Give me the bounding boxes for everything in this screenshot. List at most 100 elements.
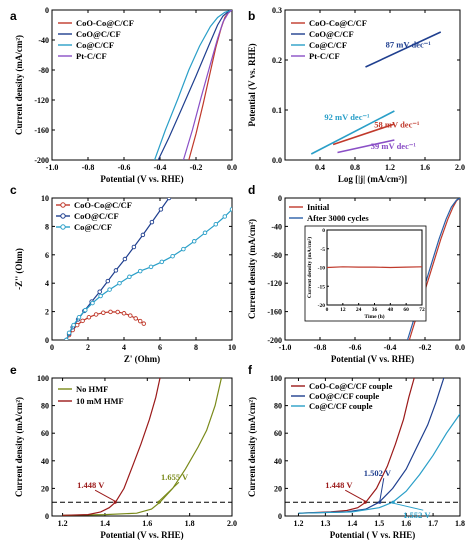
inset-y-tick-label: -20 — [318, 303, 326, 309]
panel-a: a -1.0 -0.8 -0.6 -0.4 -0.2 0.0 -200 -160 -120 -80 -… — [10, 6, 237, 184]
legend-entry: Co@C/CF couple — [309, 401, 373, 411]
legend-entry: Co@C/CF — [309, 40, 347, 50]
y-tick-label: 40 — [274, 457, 282, 466]
tafel-slope-label: 58 mV dec⁻¹ — [374, 120, 420, 130]
inset-series-line — [326, 266, 423, 269]
panel-f: f 1.2 1.3 1.4 1.5 1.6 1.7 1.8 0 20 40 60 80 100 Potent… — [247, 363, 465, 540]
y-tick-label: -80 — [271, 251, 282, 260]
series-line-0 — [188, 10, 232, 160]
annotation-point — [391, 500, 395, 504]
annotation-arrow — [94, 489, 116, 502]
onset-potential-label: 1.655 V — [161, 472, 189, 482]
legend-entry: Pt-C/CF — [76, 51, 107, 61]
y-tick-label: -200 — [267, 336, 282, 345]
plot-frame — [51, 197, 233, 341]
inset-x-label: Time (h) — [364, 313, 384, 320]
x-tick-label: 2.0 — [227, 519, 237, 528]
data-point — [80, 318, 85, 324]
x-axis-label: Potential (V vs. RHE) — [331, 354, 414, 364]
legend-marker — [60, 224, 66, 230]
y-axis-label: Potential (V vs. RHE) — [247, 43, 257, 126]
data-point — [93, 312, 99, 317]
inset-x-tick-label: 36 — [372, 307, 378, 313]
plot-frame — [284, 377, 461, 517]
y-tick-label: -40 — [38, 36, 49, 45]
data-point — [133, 316, 138, 321]
data-point — [83, 307, 88, 313]
data-point — [148, 264, 154, 270]
data-point — [141, 321, 147, 326]
y-axis-label: Current density (mA/cm²) — [14, 397, 24, 497]
y-axis-label: Current density (mA/cm²) — [14, 35, 24, 135]
legend-entry: CoO-Co@C/CF — [309, 18, 367, 28]
x-tick-label: 1.3 — [320, 519, 330, 528]
x-tick-label: 2 — [86, 343, 90, 352]
inset-chart: 0 12 24 36 48 60 72 -20 -15 -10 -5 0 Time (h) Current… — [304, 225, 427, 322]
x-tick-label: -0.2 — [419, 343, 432, 352]
legend-entry: CoO@C/CF couple — [309, 391, 379, 401]
inset-y-tick-label: -15 — [318, 284, 326, 290]
x-tick-label: -1.0 — [46, 163, 59, 172]
plot-area — [310, 31, 442, 155]
data-point — [113, 268, 119, 273]
y-tick-label: 80 — [41, 402, 49, 411]
data-point — [101, 310, 106, 315]
data-point — [122, 256, 128, 262]
y-tick-label: 0 — [45, 6, 49, 15]
x-tick-label: 6 — [158, 343, 162, 352]
series-line-2 — [154, 10, 232, 160]
plot-frame — [284, 9, 461, 161]
data-point — [76, 315, 82, 320]
y-tick-label: 4 — [45, 279, 49, 288]
x-tick-label: 2.0 — [455, 163, 465, 172]
x-tick-label: 1.4 — [347, 519, 357, 528]
x-tick-label: 4 — [122, 343, 126, 352]
data-point — [181, 246, 186, 252]
legend-entry: Co@C/CF — [74, 222, 112, 232]
legend-entry: Co@C/CF — [76, 40, 114, 50]
series-line-3 — [182, 10, 232, 160]
data-point — [213, 222, 219, 227]
x-axis-label: Potential (V vs. RHE) — [100, 174, 183, 184]
x-tick-label: 0.0 — [227, 163, 237, 172]
data-point — [191, 239, 197, 244]
x-tick-label: 1.6 — [420, 163, 430, 172]
data-point — [64, 337, 69, 340]
panel-d: d-1.0 -0.8 -0.6 -0.4 -0.2 0.0-200-160-120-80-… — [247, 183, 465, 364]
data-point — [159, 259, 165, 265]
y-tick-label: 0 — [45, 336, 49, 345]
x-axis-label: Potential ( V vs. RHE) — [330, 530, 415, 540]
tafel-line — [310, 110, 395, 155]
data-point — [66, 330, 72, 336]
y-axis-label: Current density (mA/cm²) — [247, 219, 257, 319]
plot-area — [285, 378, 460, 514]
onset-potential-label: 1.448 V — [77, 480, 105, 490]
y-tick-label: -120 — [267, 279, 282, 288]
x-axis-label: Log [|j| (mA/cm²)] — [338, 174, 407, 184]
plot-area — [154, 10, 232, 160]
plot-frame — [51, 9, 233, 161]
data-point — [107, 287, 112, 292]
plot-area — [64, 198, 232, 340]
panel-c: c 0 2 4 6 8 10 0 2 4 6 8 10 Z' (Ohm) -Z'' (Ohm) CoO-Co@… — [10, 183, 236, 364]
x-tick-label: -0.6 — [118, 163, 131, 172]
panel-letter: e — [10, 363, 17, 377]
x-tick-label: 1.6 — [401, 519, 411, 528]
y-tick-label: 80 — [274, 402, 282, 411]
y-tick-label: 0.0 — [272, 156, 282, 165]
x-tick-label: -0.8 — [82, 163, 95, 172]
panel-b: b 0.4 0.8 1.2 1.6 2.0 0.0 0.1 0.2 0.3 Log [|j| (mA… — [247, 6, 465, 184]
series-line-0 — [298, 378, 415, 514]
data-point — [127, 274, 132, 280]
y-tick-label: 0 — [45, 512, 49, 521]
legend-entry: Pt-C/CF — [309, 51, 340, 61]
series-line-1 — [298, 378, 445, 514]
y-axis-label: -Z'' (Ohm) — [14, 248, 24, 290]
inset-x-tick-label: 24 — [356, 307, 362, 313]
annotation-arrow — [393, 502, 424, 511]
annotation-point — [113, 500, 117, 504]
data-point — [115, 309, 120, 315]
series-line-2 — [298, 413, 460, 514]
y-tick-label: 60 — [274, 429, 282, 438]
